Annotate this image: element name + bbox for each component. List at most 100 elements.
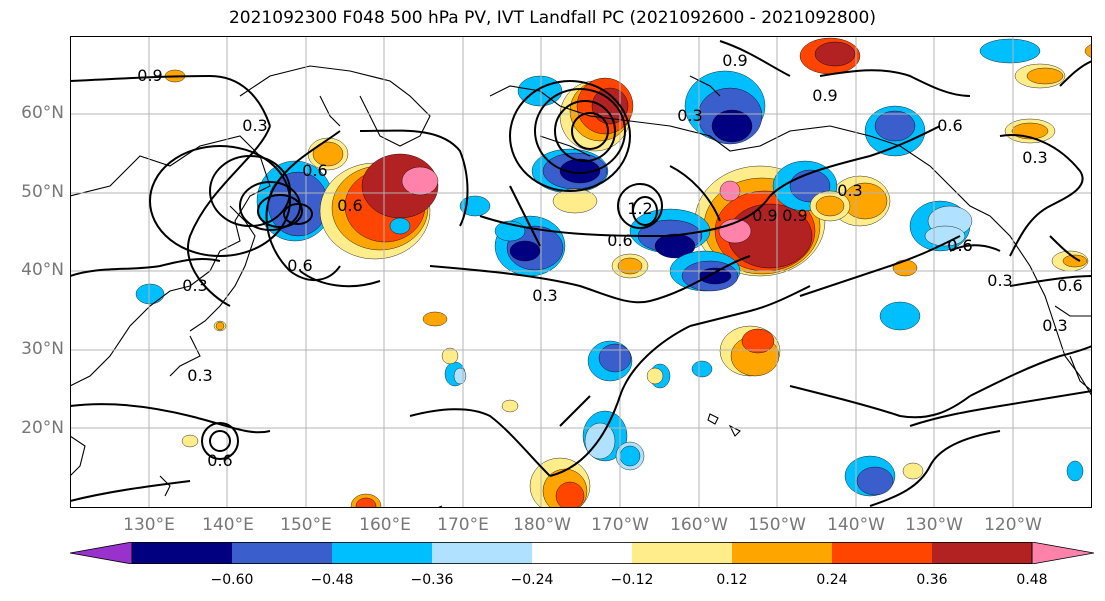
pv-shaded-region [1026,67,1064,85]
pv-shaded-region [814,41,856,67]
pc-contour [669,165,721,222]
pc-contour [799,235,961,297]
pc-contour [1059,60,1092,87]
pv-shaded-region [355,497,377,508]
colorbar-tick-label: 0.12 [716,572,748,588]
coastline [189,205,256,332]
pc-contour [70,480,191,502]
contour-value-label: 1.2 [627,199,652,218]
contour-value-label: 0.3 [187,366,212,385]
coastline [169,335,201,377]
colorbar-tick-label: 0.36 [916,572,948,588]
coastline [707,413,719,425]
pv-shaded-region [654,233,696,259]
pc-contour [209,430,232,452]
pc-contour [209,155,292,227]
map-frame [70,36,1092,508]
pc-contour [359,129,469,227]
pc-contour [509,80,632,192]
lon-label: 160°W [670,515,728,535]
pv-shaded-region [389,217,411,235]
pv-shaded-region [902,462,924,480]
contour-value-label: 0.6 [937,116,962,135]
lon-label: 140°E [202,515,254,535]
pc-contour [1049,235,1081,262]
pv-shaded-region [1084,43,1092,59]
colorbar-extend-low [70,542,133,564]
coastline [539,135,591,157]
pc-contour [689,285,811,327]
pv-shaded-region [617,257,643,275]
coastline [319,95,341,127]
lon-label: 120°W [984,515,1042,535]
colorbar-tick-label: 0.48 [1016,572,1048,588]
lat-label: 40°N [21,260,64,280]
coastline [489,85,991,217]
contour-value-label: 0.3 [837,181,862,200]
contour-value-label: 0.9 [812,86,837,105]
pv-shaded-region [1062,254,1088,268]
contour-value-label: 0.6 [947,236,972,255]
pv-shading-layer [135,37,1092,508]
colorbar-tick-label: −0.24 [510,572,554,588]
pc-contour [571,112,610,150]
pc-contour [70,257,221,277]
pc-contour [201,422,240,460]
pc-contour [999,134,1084,257]
pc-contour [632,196,659,226]
pc-contour [70,403,271,434]
pv-shaded-region [691,360,713,378]
lat-label: 30°N [21,339,64,359]
colorbar-segment [632,542,732,564]
coastline [239,65,431,147]
pc-contour [149,145,292,257]
pc-contour [509,185,541,247]
colorbar-segment [532,542,632,564]
pv-shaded-region [1066,460,1084,482]
lon-label: 130°E [123,515,175,535]
pv-shaded-region [924,225,966,247]
lon-label: 180°W [513,515,571,535]
lon-label: 170°W [591,515,649,535]
coastline [70,435,86,477]
pv-shaded-region [591,87,629,125]
coastline [70,135,271,387]
contour-labels-layer: 0.9 0.9 0.9 0.6 0.6 0.6 0.3 0.3 0.3 0.6 0.3 0.3 0.6 0… [137,51,1082,470]
pv-shaded-region [135,283,165,305]
coastline [159,475,171,497]
contour-value-label: 0.3 [1042,316,1067,335]
pv-shaded-region [441,347,459,365]
contour-value-label: 0.6 [947,236,972,255]
contour-value-label: 0.9 [137,66,162,85]
colorbar-tick-label: −0.36 [410,572,454,588]
pv-shaded-region [741,328,775,354]
colorbar-segment [832,542,932,564]
contour-value-label: 0.3 [987,271,1012,290]
colorbar-tick-label: −0.12 [610,572,654,588]
pc-contour [554,100,617,162]
contour-value-label: 0.9 [722,51,747,70]
pc-contour [429,255,751,304]
pc-contour [549,325,691,477]
colorbar-segment [332,542,432,564]
lon-label: 130°W [905,515,963,535]
colorbar-segment [132,542,232,564]
contour-value-label: 0.3 [677,106,702,125]
contour-value-label: 0.6 [337,196,362,215]
pc-contour [187,125,271,307]
contour-value-label: 0.3 [1022,148,1047,167]
colorbar [70,542,1094,564]
pv-shaded-region [719,180,741,202]
lon-label: 140°W [827,515,885,535]
pc-contour [534,88,627,174]
contour-value-label: 0.6 [287,256,312,275]
pv-shaded-region [711,109,753,143]
colorbar-segment [232,542,332,564]
pv-shaded-region [698,267,732,285]
coastline [435,505,443,508]
contour-value-label: 0.6 [207,451,232,470]
pv-shaded-region [501,399,519,413]
map-title: 2021092300 F048 500 hPa PV, IVT Landfall… [228,8,876,28]
pc-contour [559,395,591,427]
pv-shaded-region [598,343,632,373]
